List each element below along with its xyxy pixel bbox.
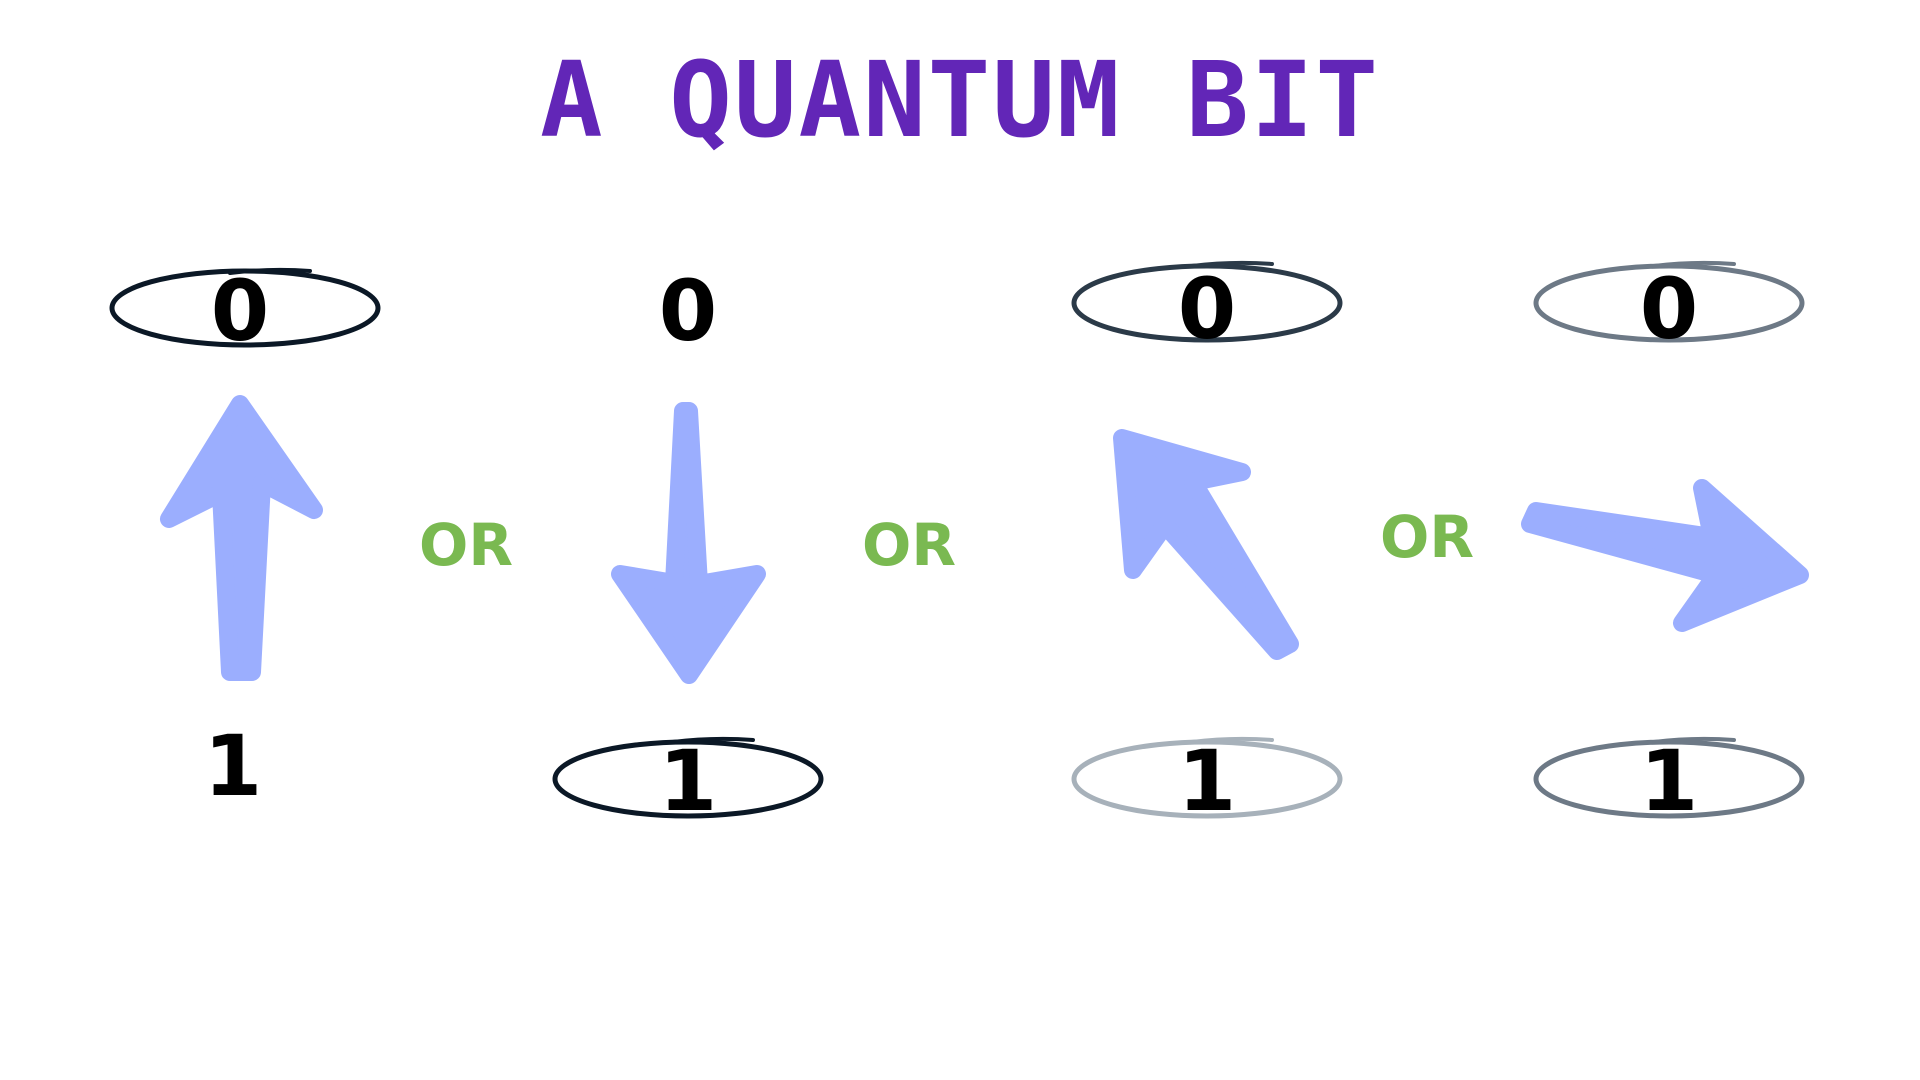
state-arrow <box>160 395 323 681</box>
bottom-ellipse-overlap <box>671 736 755 744</box>
top-digit: 0 <box>659 262 717 360</box>
state-mostly-zero: 0 1 <box>1071 260 1343 830</box>
top-digit: 0 <box>1178 260 1236 358</box>
state-even: 0 1 <box>1521 260 1809 830</box>
bottom-ellipse-overlap <box>1652 736 1736 744</box>
top-ellipse-overlap <box>1190 260 1274 268</box>
top-digit: 0 <box>1640 260 1698 358</box>
or-label: OR <box>419 511 513 579</box>
bottom-digit: 1 <box>1640 732 1698 830</box>
top-digit: 0 <box>211 262 269 360</box>
bottom-digit: 1 <box>1178 732 1236 830</box>
bottom-digit: 1 <box>659 732 717 830</box>
top-ellipse-overlap <box>228 267 312 275</box>
bottom-digit: 1 <box>204 717 262 815</box>
or-label: OR <box>1380 503 1474 571</box>
bottom-ellipse-overlap <box>1190 736 1274 744</box>
state-down: 0 1 <box>552 262 824 830</box>
state-arrow <box>1521 479 1809 632</box>
state-up: 0 1 <box>109 262 381 815</box>
page-title: A QUANTUM BIT <box>540 39 1380 161</box>
or-label: OR <box>862 511 956 579</box>
top-ellipse-overlap <box>1652 260 1736 268</box>
state-arrow <box>611 402 766 684</box>
state-arrow <box>1113 429 1299 660</box>
